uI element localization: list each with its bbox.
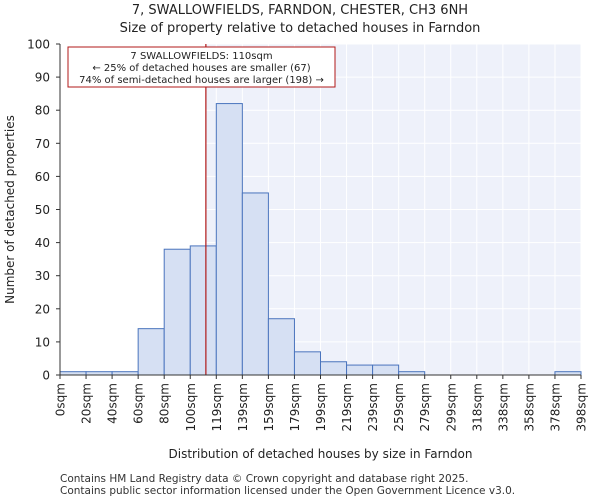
bar-239sqm bbox=[372, 364, 400, 376]
y-tick-label-30: 30 bbox=[35, 269, 50, 283]
footer-line-2: Contains public sector information licen… bbox=[60, 485, 516, 497]
x-tick-label-139sqm: 139sqm bbox=[236, 383, 250, 431]
bar-199sqm bbox=[320, 361, 348, 376]
x-tick-label-398sqm: 398sqm bbox=[575, 383, 589, 431]
y-tick-label-100: 100 bbox=[27, 38, 50, 52]
annotation-border bbox=[67, 46, 336, 88]
annotation-line-3: 74% of semi-detached houses are larger (… bbox=[79, 75, 324, 86]
gridlines bbox=[59, 43, 582, 376]
x-tick-label-199sqm: 199sqm bbox=[314, 383, 328, 431]
x-tick-label-100sqm: 100sqm bbox=[184, 383, 198, 431]
y-tick-label-50: 50 bbox=[35, 203, 50, 217]
x-axis-label: Distribution of detached houses by size … bbox=[169, 447, 473, 461]
x-tick-label-279sqm: 279sqm bbox=[418, 383, 432, 431]
bar-139sqm bbox=[241, 192, 269, 376]
x-tick-label-0sqm: 0sqm bbox=[54, 383, 68, 416]
x-tick-label-20sqm: 20sqm bbox=[80, 383, 94, 424]
y-tick-label-80: 80 bbox=[35, 104, 50, 118]
x-tick-label-318sqm: 318sqm bbox=[470, 383, 484, 431]
x-tick-label-378sqm: 378sqm bbox=[548, 383, 562, 431]
y-tick-label-20: 20 bbox=[35, 302, 50, 316]
x-tick-label-299sqm: 299sqm bbox=[444, 383, 458, 431]
x-tick-label-80sqm: 80sqm bbox=[158, 383, 172, 424]
x-tick-label-159sqm: 159sqm bbox=[262, 383, 276, 431]
bar-119sqm bbox=[215, 103, 243, 376]
y-tick-label-90: 90 bbox=[35, 71, 50, 85]
bar-60sqm bbox=[137, 328, 165, 376]
x-tick-label-338sqm: 338sqm bbox=[496, 383, 510, 431]
x-tick-label-259sqm: 259sqm bbox=[392, 383, 406, 431]
bar-80sqm bbox=[163, 248, 191, 376]
annotation-line-1: 7 SWALLOWFIELDS: 110sqm bbox=[130, 51, 272, 62]
y-tick-label-10: 10 bbox=[35, 335, 50, 349]
y-axis-label: Number of detached properties bbox=[3, 115, 17, 304]
chart-subtitle: Size of property relative to detached ho… bbox=[119, 21, 481, 36]
x-tick-label-239sqm: 239sqm bbox=[366, 383, 380, 431]
bar-179sqm bbox=[293, 351, 322, 376]
x-tick-label-219sqm: 219sqm bbox=[340, 383, 354, 431]
bar-100sqm bbox=[189, 245, 217, 376]
annotation-box: 7 SWALLOWFIELDS: 110sqm ← 25% of detache… bbox=[67, 46, 336, 88]
annotation-line-2: ← 25% of detached houses are smaller (67… bbox=[92, 63, 310, 74]
y-tick-label-70: 70 bbox=[35, 137, 50, 151]
x-tick-label-40sqm: 40sqm bbox=[106, 383, 120, 424]
x-tick-label-119sqm: 119sqm bbox=[210, 383, 224, 431]
bar-159sqm bbox=[267, 318, 295, 376]
x-tick-labels: 0sqm 20sqm 40sqm 60sqm 80sqm 100sqm 119sqm 139s… bbox=[54, 375, 589, 431]
x-tick-label-60sqm: 60sqm bbox=[132, 383, 146, 424]
bars bbox=[59, 103, 582, 376]
y-tick-label-60: 60 bbox=[35, 170, 50, 184]
x-tick-label-358sqm: 358sqm bbox=[522, 383, 536, 431]
footer-line-1: Contains HM Land Registry data © Crown c… bbox=[60, 473, 469, 485]
y-tick-label-40: 40 bbox=[35, 236, 50, 250]
bar-219sqm bbox=[346, 364, 374, 376]
x-tick-label-179sqm: 179sqm bbox=[288, 383, 302, 431]
y-tick-labels: 0 10 20 30 40 50 60 70 80 90 100 bbox=[27, 38, 60, 383]
y-tick-label-0: 0 bbox=[42, 369, 50, 383]
chart-title: 7, SWALLOWFIELDS, FARNDON, CHESTER, CH3 … bbox=[131, 3, 469, 18]
